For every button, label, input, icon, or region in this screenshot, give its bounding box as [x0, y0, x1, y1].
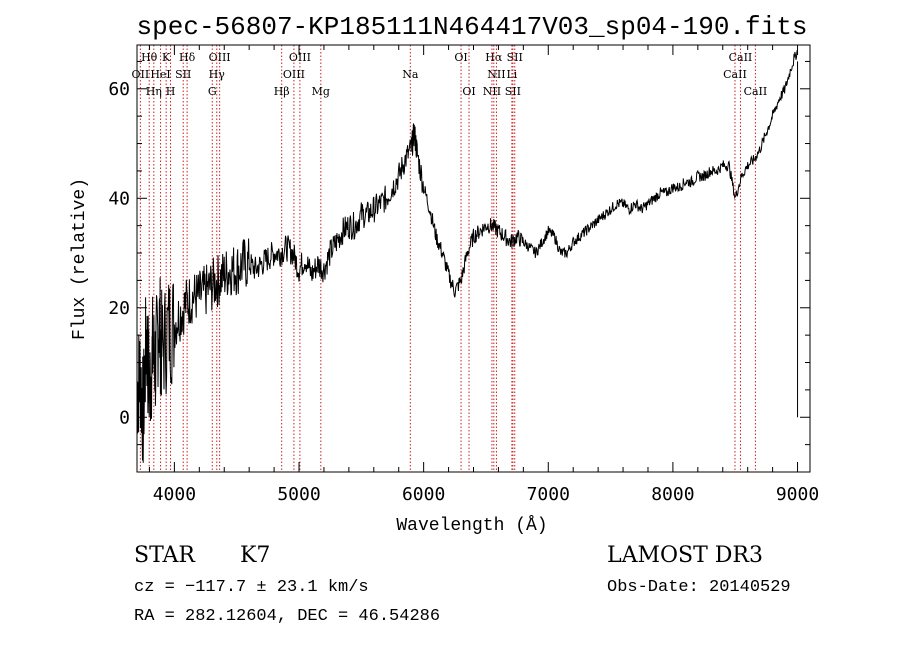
line-label: Hβ [274, 85, 290, 98]
line-label: Hδ [179, 51, 196, 64]
spectral-line-markers: Hθ K Hδ OIII OIII OI Hα SII CaII OII HeI SII Hγ OIII N… [132, 45, 768, 472]
y-tick-label: 20 [108, 298, 130, 319]
line-label: SII [505, 85, 521, 98]
redshift-readout: cz = −117.7 ± 23.1 km/s [134, 578, 369, 597]
survey-name: LAMOST DR3 [607, 543, 763, 568]
line-label: CaII [723, 68, 747, 81]
x-axis-label: Wavelength (Å) [396, 515, 547, 536]
line-label: Hα [485, 51, 503, 64]
axis-ticks [137, 45, 810, 473]
line-label: NII [487, 68, 505, 81]
object-subclass: K7 [240, 543, 270, 568]
sky-coordinates: RA = 282.12604, DEC = 46.54286 [134, 607, 440, 626]
line-label: Na [402, 68, 419, 81]
x-tick-label: 9000 [776, 484, 819, 505]
y-tick-label: 0 [119, 407, 130, 428]
line-label: OIII [209, 51, 231, 64]
x-tick-label: 6000 [402, 484, 445, 505]
line-label: Hη [146, 85, 162, 98]
line-label: SII [175, 68, 191, 81]
x-tick-label: 4000 [153, 484, 196, 505]
line-label: Hθ [141, 51, 158, 64]
y-tick-labels: 0 20 40 60 [108, 79, 130, 428]
series-layer [136, 50, 799, 463]
y-tick-label: 60 [108, 79, 130, 100]
line-label: K [162, 51, 171, 64]
line-label: G [208, 85, 217, 98]
line-label: H [166, 85, 176, 98]
line-label: Mg [312, 85, 330, 98]
line-label: CaII [729, 51, 753, 64]
line-label: OI [462, 85, 475, 98]
x-tick-label: 8000 [651, 484, 694, 505]
line-label: OIII [289, 51, 311, 64]
plot-frame [136, 44, 811, 473]
line-label: OIII [283, 68, 305, 81]
observation-date: Obs-Date: 20140529 [607, 578, 791, 597]
x-tick-labels: 4000 5000 6000 7000 8000 9000 [153, 484, 820, 505]
x-tick-label: 7000 [527, 484, 570, 505]
line-label: CaII [744, 85, 768, 98]
object-class: STAR [134, 543, 196, 568]
y-tick-label: 40 [108, 188, 130, 209]
line-label: NII [483, 85, 501, 98]
y-axis-label: Flux (relative) [70, 178, 90, 340]
chart-title: spec-56807-KP185111N464417V03_sp04-190.f… [137, 12, 808, 42]
line-label: OII [132, 68, 150, 81]
line-label: SII [507, 51, 523, 64]
x-tick-label: 5000 [277, 484, 320, 505]
line-label: Hγ [209, 68, 226, 81]
series-line-flux [136, 50, 798, 463]
line-label: OI [454, 51, 467, 64]
line-label: Li [506, 68, 517, 81]
line-label: HeI [150, 68, 170, 81]
